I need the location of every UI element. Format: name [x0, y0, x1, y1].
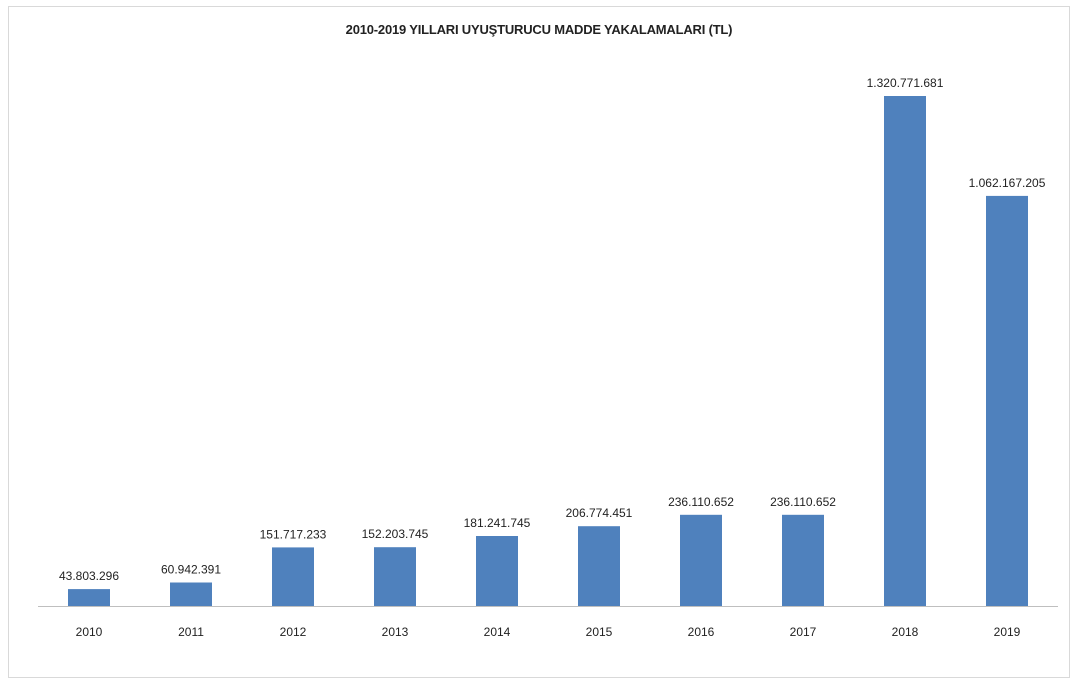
x-tick-label-2014: 2014 — [484, 625, 511, 639]
x-tick-label-2011: 2011 — [178, 625, 204, 639]
bars-layer — [68, 96, 1028, 606]
bar-2016 — [680, 514, 722, 606]
bar-2011 — [170, 582, 212, 606]
x-tick-label-2010: 2010 — [76, 625, 103, 639]
x-tick-labels-layer: 2010 2011 2012 2013 2014 2015 2016 2017 2018 2019 — [76, 625, 1021, 639]
x-tick-label-2012: 2012 — [280, 625, 307, 639]
x-tick-label-2018: 2018 — [892, 625, 919, 639]
bar-2012 — [272, 547, 314, 606]
data-label-2013: 152.203.745 — [362, 527, 429, 541]
x-tick-label-2019: 2019 — [994, 625, 1021, 639]
x-tick-label-2015: 2015 — [586, 625, 613, 639]
bar-2010 — [68, 589, 110, 606]
bar-2015 — [578, 526, 620, 606]
x-tick-label-2013: 2013 — [382, 625, 409, 639]
bar-2019 — [986, 195, 1028, 606]
data-labels-layer: 43.803.296 60.942.391 151.717.233 152.203.7… — [59, 76, 1046, 583]
x-tick-label-2017: 2017 — [790, 625, 817, 639]
data-label-2014: 181.241.745 — [464, 516, 531, 530]
data-label-2017: 236.110.652 — [770, 495, 836, 509]
data-label-2016: 236.110.652 — [668, 495, 734, 509]
bar-2017 — [782, 514, 824, 606]
x-tick-label-2016: 2016 — [688, 625, 715, 639]
data-label-2018: 1.320.771.681 — [867, 76, 944, 90]
data-label-2012: 151.717.233 — [260, 527, 327, 541]
chart-title: 2010-2019 YILLARI UYUŞTURUCU MADDE YAKAL… — [345, 22, 733, 37]
bar-2018 — [884, 96, 926, 606]
data-label-2019: 1.062.167.205 — [969, 176, 1046, 190]
data-label-2015: 206.774.451 — [566, 506, 633, 520]
data-label-2011: 60.942.391 — [161, 563, 221, 577]
bar-2013 — [374, 547, 416, 606]
data-label-2010: 43.803.296 — [59, 569, 119, 583]
bar-2014 — [476, 536, 518, 606]
